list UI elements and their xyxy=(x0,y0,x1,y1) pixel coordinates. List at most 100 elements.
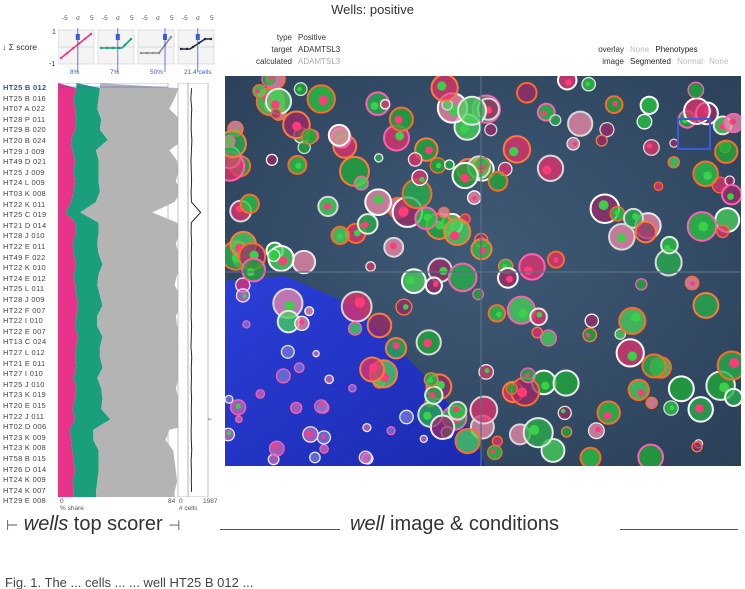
segmented-cell[interactable] xyxy=(724,175,735,186)
mini-chart-handle[interactable] xyxy=(163,34,167,40)
segmented-cell[interactable] xyxy=(491,435,503,447)
segmented-cell[interactable] xyxy=(667,375,695,403)
segmented-cell[interactable] xyxy=(653,181,664,192)
well-row-label[interactable]: HT24 K 007 xyxy=(3,485,47,495)
segmented-cell[interactable] xyxy=(270,108,282,120)
segmented-cell[interactable] xyxy=(667,155,680,169)
mini-chart-handle[interactable] xyxy=(75,34,80,40)
segmented-cell[interactable] xyxy=(516,82,538,104)
segmented-cell[interactable] xyxy=(456,95,488,126)
segmented-cell[interactable] xyxy=(324,374,334,385)
segmented-cell[interactable] xyxy=(437,206,450,219)
well-row-label[interactable]: HT27 L 012 xyxy=(3,348,45,357)
segmented-cell[interactable] xyxy=(429,414,456,440)
well-row-label[interactable]: HT28 J 009 xyxy=(3,295,45,304)
well-row-label[interactable]: HT20 B 024 xyxy=(3,136,47,145)
well-row-label[interactable]: HT25 J 010 xyxy=(3,379,45,389)
segmented-cell[interactable] xyxy=(275,368,291,384)
well-row-label[interactable]: HT25 C 019 xyxy=(3,210,47,220)
segmented-cell[interactable] xyxy=(443,159,455,171)
well-row-label[interactable]: HT25 J 009 xyxy=(3,167,45,177)
segmented-cell[interactable] xyxy=(301,128,318,145)
well-row-label[interactable]: HT22 E 007 xyxy=(3,326,47,336)
segmented-cell[interactable] xyxy=(641,353,667,379)
image-option-segmented[interactable]: Segmented xyxy=(630,57,671,66)
segmented-cell[interactable] xyxy=(552,369,580,397)
segmented-cell[interactable] xyxy=(353,175,369,191)
overlay-option-phenotypes[interactable]: Phenotypes xyxy=(655,45,698,54)
segmented-cell[interactable] xyxy=(557,405,572,421)
segmented-cell[interactable] xyxy=(584,313,600,329)
segmented-cell[interactable] xyxy=(627,378,650,402)
segmented-cell[interactable] xyxy=(614,328,627,340)
segmented-cell[interactable] xyxy=(366,312,393,339)
segmented-cell[interactable] xyxy=(637,443,664,466)
segmented-cell[interactable] xyxy=(242,320,251,329)
well-row-label[interactable]: HT03 K 008 xyxy=(3,189,47,198)
segmented-cell[interactable] xyxy=(399,409,414,425)
segmented-cell[interactable] xyxy=(639,95,659,115)
well-row-label[interactable]: HT27 I 010 xyxy=(3,369,44,379)
segmented-cell[interactable] xyxy=(280,344,295,359)
well-row-label[interactable]: HT25 B 016 xyxy=(3,93,47,103)
well-row-label[interactable]: HT22 I 010 xyxy=(3,316,44,326)
segmented-cell[interactable] xyxy=(379,99,391,110)
segmented-cell[interactable] xyxy=(618,306,647,336)
segmented-cell[interactable] xyxy=(225,394,234,404)
mini-chart-handle[interactable] xyxy=(195,34,200,40)
selected-cell-box[interactable] xyxy=(677,118,711,150)
well-row-label[interactable]: HT21 D 014 xyxy=(3,220,47,230)
segmented-cell[interactable] xyxy=(443,217,472,247)
well-row-label[interactable]: HT26 D 014 xyxy=(3,464,47,474)
well-row-label[interactable]: HT25 L 011 xyxy=(3,284,45,294)
segmented-cell[interactable] xyxy=(304,306,315,317)
well-row-label[interactable]: HT22 J 011 xyxy=(3,411,45,421)
mini-charts[interactable]: -5 σ 5 -5 σ 5 -5 σ 5 -5 σ 5 8% 7% 50% 21.4 cells xyxy=(58,10,218,80)
well-row-label[interactable]: HT28 J 010 xyxy=(3,231,45,241)
well-row-label[interactable]: HT22 E 011 xyxy=(3,242,46,251)
segmented-cell[interactable] xyxy=(293,362,305,374)
well-image[interactable] xyxy=(225,76,741,466)
segmented-cell[interactable] xyxy=(691,441,703,453)
segmented-cell[interactable] xyxy=(724,387,741,407)
well-row-label[interactable]: HT24 E 012 xyxy=(3,273,47,283)
segmented-cell[interactable] xyxy=(291,249,317,275)
well-row-label[interactable]: HT22 F 007 xyxy=(3,305,46,315)
segmented-cell[interactable] xyxy=(235,415,243,424)
segmented-cell[interactable] xyxy=(549,114,562,127)
segmented-cell[interactable] xyxy=(669,138,679,148)
segmented-cell[interactable] xyxy=(327,123,351,147)
segmented-cell[interactable] xyxy=(579,446,602,466)
segmented-cell[interactable] xyxy=(505,382,518,395)
segmented-cell[interactable] xyxy=(365,261,376,272)
segmented-cell[interactable] xyxy=(348,383,357,393)
segmented-cell[interactable] xyxy=(267,248,281,263)
well-row-label[interactable]: HT29 J 009 xyxy=(3,146,45,156)
segmented-cell[interactable] xyxy=(411,169,429,186)
well-row-label[interactable]: HT58 B 015 xyxy=(3,454,47,463)
segmented-cell[interactable] xyxy=(309,451,321,464)
share-chart[interactable] xyxy=(58,83,218,497)
segmented-cell[interactable] xyxy=(714,139,739,164)
well-row-label[interactable]: HT28 P 011 xyxy=(3,114,46,124)
image-option-normal[interactable]: Normal xyxy=(677,57,703,66)
segmented-cell[interactable] xyxy=(487,170,509,192)
segmented-cell[interactable] xyxy=(340,290,373,323)
segmented-cell[interactable] xyxy=(419,434,428,444)
segmented-cell[interactable] xyxy=(539,329,558,347)
segmented-cell[interactable] xyxy=(407,152,423,167)
segmented-cell[interactable] xyxy=(447,262,478,293)
well-row-label[interactable]: HT21 E 011 xyxy=(3,358,46,368)
segmented-cell[interactable] xyxy=(289,401,303,415)
segmented-cell[interactable] xyxy=(595,134,608,147)
well-row-label[interactable]: HT24 K 009 xyxy=(3,475,47,485)
segmented-cell[interactable] xyxy=(255,389,266,399)
segmented-cell[interactable] xyxy=(472,288,485,301)
well-row-label[interactable]: HT22 K 010 xyxy=(3,263,47,273)
well-row-label[interactable]: HT23 K 009 xyxy=(3,432,47,442)
segmented-cell[interactable] xyxy=(312,349,320,358)
well-row-label[interactable]: HT20 E 015 xyxy=(3,401,47,410)
segmented-cell[interactable] xyxy=(660,235,679,255)
segmented-cell[interactable] xyxy=(469,395,499,425)
segmented-cell[interactable] xyxy=(319,444,329,454)
